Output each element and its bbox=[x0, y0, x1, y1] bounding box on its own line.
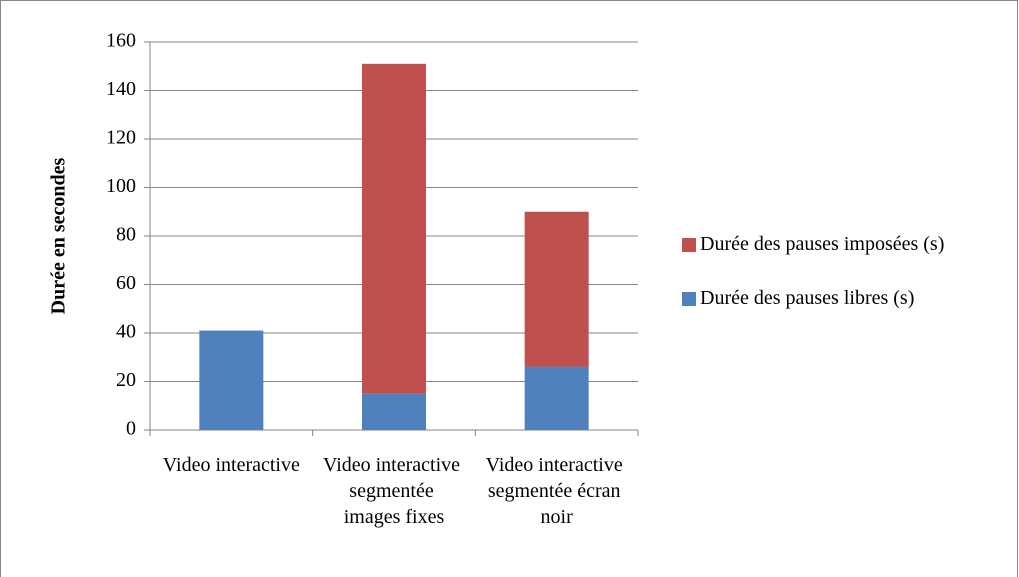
y-tick-label: 0 bbox=[126, 418, 136, 440]
legend-swatch bbox=[682, 238, 696, 252]
y-tick-label: 80 bbox=[116, 224, 136, 246]
bar-segment bbox=[199, 330, 264, 430]
y-tick-label: 60 bbox=[116, 272, 136, 294]
legend-label: Durée des pauses libres (s) bbox=[700, 287, 914, 309]
y-axis-title: Durée en secondes bbox=[48, 157, 70, 314]
legend-label: Durée des pauses imposées (s) bbox=[700, 233, 944, 255]
y-tick-label: 120 bbox=[106, 127, 136, 149]
legend-swatch bbox=[682, 292, 696, 306]
bar-segment bbox=[524, 366, 589, 430]
bar-segment bbox=[362, 393, 426, 430]
x-tick-label: Video interactive segmentée écran noir bbox=[486, 454, 628, 528]
x-tick-label: Video interactive segmentée images fixes bbox=[323, 454, 465, 528]
y-tick-label: 40 bbox=[116, 321, 136, 343]
y-tick-label: 140 bbox=[106, 78, 136, 100]
y-tick-label: 20 bbox=[116, 369, 136, 391]
bar-segment bbox=[524, 211, 589, 367]
y-tick-label: 100 bbox=[106, 175, 136, 197]
x-tick-label: Video interactive bbox=[163, 454, 300, 476]
bar-segment bbox=[362, 63, 426, 394]
y-tick-label: 160 bbox=[106, 30, 136, 52]
